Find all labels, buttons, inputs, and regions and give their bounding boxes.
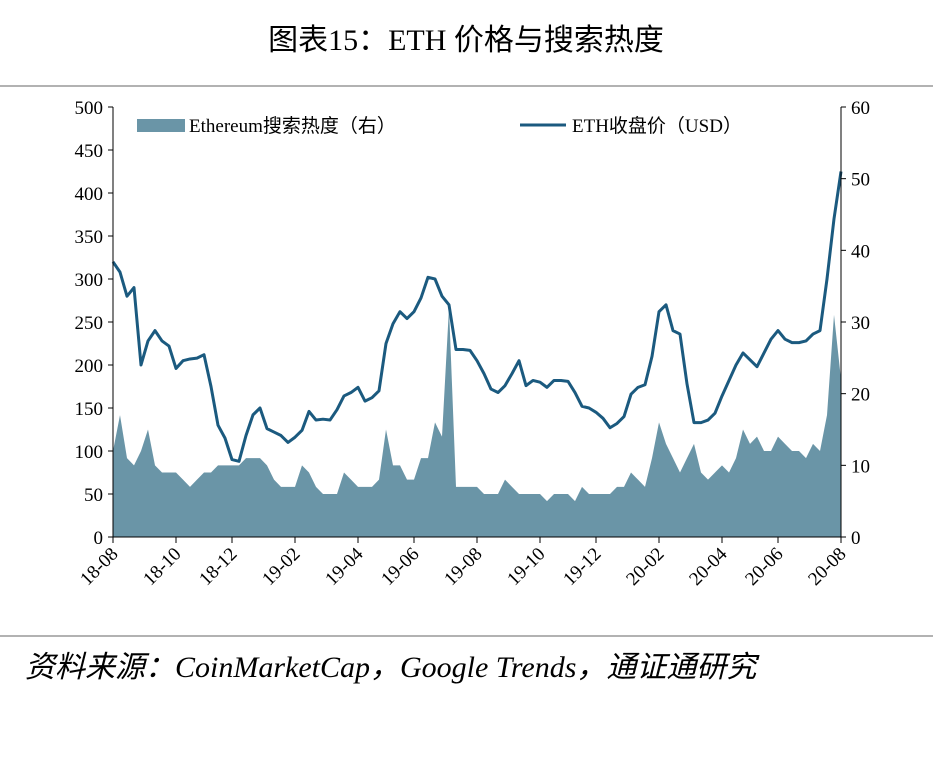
- legend-label: ETH收盘价（USD）: [572, 115, 742, 137]
- y2-tick-label: 50: [851, 170, 870, 191]
- x-tick-label: 18-10: [139, 544, 185, 590]
- x-tick-label: 19-06: [377, 544, 423, 590]
- search-area: [113, 307, 841, 537]
- y2-tick-label: 0: [851, 528, 861, 549]
- x-tick-label: 19-02: [258, 544, 304, 590]
- x-tick-label: 19-10: [503, 544, 549, 590]
- price-line: [111, 171, 843, 463]
- y2-tick-label: 20: [851, 385, 870, 406]
- y2-tick-label: 30: [851, 313, 870, 334]
- y-tick-label: 50: [84, 485, 103, 506]
- y-tick-label: 0: [94, 528, 104, 549]
- y-tick-label: 100: [75, 442, 104, 463]
- x-tick-label: 19-08: [440, 544, 486, 590]
- y2-tick-label: 10: [851, 456, 870, 477]
- x-tick-label: 20-02: [622, 544, 668, 590]
- x-tick-label: 20-08: [804, 544, 850, 590]
- source-box: 资料来源：CoinMarketCap，Google Trends，通证通研究: [25, 651, 757, 684]
- x-tick-label: 18-08: [76, 544, 122, 590]
- x-tick-label: 20-06: [741, 544, 787, 590]
- x-tick-label: 18-12: [195, 544, 241, 590]
- x-tick-label: 19-12: [559, 544, 605, 590]
- y-tick-label: 200: [75, 356, 104, 377]
- x-tick-label: 20-04: [685, 543, 732, 590]
- y2-tick-label: 60: [851, 98, 870, 119]
- x-tick-label: 19-04: [321, 543, 368, 590]
- y-tick-label: 300: [75, 270, 104, 291]
- source: 资料来源：CoinMarketCap，Google Trends，通证通研究: [25, 651, 757, 684]
- y-tick-label: 350: [75, 227, 104, 248]
- y-tick-label: 400: [75, 184, 104, 205]
- y2-tick-label: 40: [851, 241, 870, 262]
- chart-title: 图表15：ETH 价格与搜索热度: [268, 24, 664, 57]
- y-tick-label: 450: [75, 141, 104, 162]
- y-tick-label: 250: [75, 313, 104, 334]
- legend-swatch: [137, 119, 185, 132]
- y-tick-label: 500: [75, 98, 104, 119]
- legend-label: Ethereum搜索热度（右）: [189, 115, 396, 137]
- y-tick-label: 150: [75, 399, 104, 420]
